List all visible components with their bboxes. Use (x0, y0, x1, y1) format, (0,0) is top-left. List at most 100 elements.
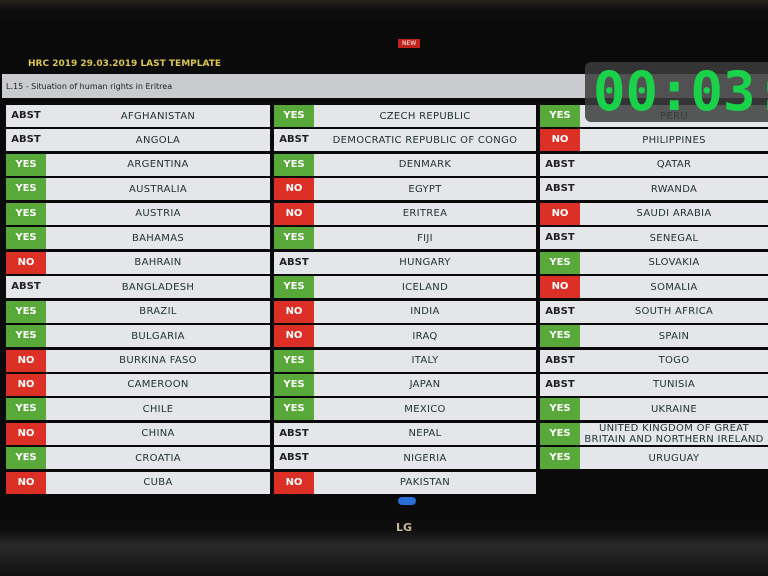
vote-row: YES URUGUAY (540, 447, 768, 470)
vote-badge: ABST (540, 153, 580, 176)
country-name: SOMALIA (650, 281, 698, 293)
vote-badge: NO (6, 373, 46, 396)
vote-badge: NO (6, 471, 46, 494)
vote-badge: YES (274, 398, 314, 421)
vote-row: ABST DEMOCRATIC REPUBLIC OF CONGO (274, 129, 536, 152)
vote-badge: YES (6, 178, 46, 201)
country-name: CZECH REPUBLIC (379, 110, 471, 122)
template-name: HRC 2019 29.03.2019 LAST TEMPLATE (28, 59, 222, 69)
vote-row: YES ITALY (274, 349, 536, 372)
country-name: ARGENTINA (127, 159, 189, 171)
country-name: NEPAL (408, 428, 442, 440)
country-name: FIJI (417, 232, 433, 244)
timer: 00:03:0 (585, 62, 768, 122)
vote-badge: YES (6, 325, 46, 348)
vote-row: YES FIJI (274, 227, 536, 250)
vote-row: YES AUSTRIA (6, 202, 270, 225)
brand-logo: LG (396, 521, 413, 534)
vote-badge: ABST (540, 227, 580, 250)
vote-badge: YES (6, 202, 46, 225)
power-led (398, 497, 416, 505)
country-name: SOUTH AFRICA (634, 306, 714, 318)
vote-row: YES ARGENTINA (6, 153, 270, 176)
country-name: EGYPT (408, 183, 442, 195)
vote-row: ABST SENEGAL (540, 227, 768, 250)
vote-badge: YES (540, 105, 580, 127)
vote-row: YES UKRAINE (540, 398, 768, 421)
country-name: ERITREA (402, 208, 448, 220)
vote-badge: YES (540, 447, 580, 470)
country-name: CHINA (141, 428, 175, 440)
vote-row: NO BURKINA FASO (6, 349, 270, 372)
vote-row: NO CUBA (6, 471, 270, 494)
vote-badge: YES (540, 251, 580, 274)
vote-badge: NO (540, 202, 580, 225)
country-name: QATAR (656, 159, 692, 171)
vote-row: ABST HUNGARY (274, 251, 536, 274)
country-name: CAMEROON (127, 379, 189, 391)
country-name: BAHAMAS (132, 232, 184, 244)
country-name: AFGHANISTAN (120, 110, 196, 122)
vote-row: ABST SOUTH AFRICA (540, 300, 768, 323)
vote-badge: NO (6, 422, 46, 445)
country-name: BRAZIL (139, 306, 177, 318)
country-name: SAUDI ARABIA (636, 208, 712, 220)
vote-row: YES CHILE (6, 398, 270, 421)
country-name: ANGOLA (135, 134, 181, 146)
country-name: DEMOCRATIC REPUBLIC OF CONGO (332, 134, 518, 146)
country-name: SENEGAL (649, 232, 699, 244)
vote-row: YES CZECH REPUBLIC (274, 105, 536, 127)
vote-row: YES MEXICO (274, 398, 536, 421)
vote-badge: NO (274, 178, 314, 201)
country-name: AUSTRIA (135, 208, 181, 220)
country-name: CROATIA (135, 452, 181, 464)
vote-badge: NO (274, 471, 314, 494)
country-name: URUGUAY (648, 452, 700, 464)
country-name: BURKINA FASO (119, 355, 197, 366)
vote-row: ABST QATAR (540, 153, 768, 176)
vote-row: ABST NIGERIA (274, 447, 536, 470)
vote-badge: NO (540, 129, 580, 152)
country-name: BANGLADESH (121, 281, 195, 293)
vote-badge: YES (274, 153, 314, 176)
country-name: PAKISTAN (399, 477, 451, 489)
vote-row: YES CROATIA (6, 447, 270, 470)
vote-badge: ABST (6, 105, 46, 127)
vote-badge: YES (274, 105, 314, 127)
vote-badge: YES (274, 276, 314, 299)
vote-row: ABST RWANDA (540, 178, 768, 201)
vote-row: YES BULGARIA (6, 325, 270, 348)
vote-row: NO IRAQ (274, 325, 536, 348)
country-name: SPAIN (658, 330, 690, 342)
vote-badge: YES (540, 422, 580, 445)
vote-row: NO SAUDI ARABIA (540, 202, 768, 225)
vote-row: NO CAMEROON (6, 373, 270, 396)
vote-row: NO SOMALIA (540, 276, 768, 299)
vote-badge: NO (274, 202, 314, 225)
vote-row: YES DENMARK (274, 153, 536, 176)
vote-badge: YES (274, 349, 314, 372)
vote-badge: ABST (274, 251, 314, 274)
resolution-title: L.15 - Situation of human rights in Erit… (6, 82, 173, 91)
vote-badge: ABST (6, 276, 46, 299)
vote-badge: ABST (540, 373, 580, 396)
country-name: CUBA (143, 477, 173, 489)
country-name: BAHRAIN (134, 257, 182, 269)
vote-badge: YES (274, 373, 314, 396)
country-name: HUNGARY (399, 257, 451, 269)
badge: NEW (398, 39, 421, 48)
vote-row: YES AUSTRALIA (6, 178, 270, 201)
vote-badge: NO (274, 300, 314, 323)
vote-badge: ABST (274, 129, 314, 152)
vote-row: NO INDIA (274, 300, 536, 323)
vote-row: ABST NEPAL (274, 422, 536, 445)
vote-row: NO ERITREA (274, 202, 536, 225)
country-name: BULGARIA (131, 330, 185, 342)
vote-badge: ABST (540, 300, 580, 323)
country-name: TOGO (658, 355, 690, 366)
vote-row: ABST AFGHANISTAN (6, 105, 270, 127)
country-name: CHILE (142, 403, 174, 415)
country-name: ITALY (411, 355, 439, 366)
country-name: TUNISIA (652, 379, 696, 391)
